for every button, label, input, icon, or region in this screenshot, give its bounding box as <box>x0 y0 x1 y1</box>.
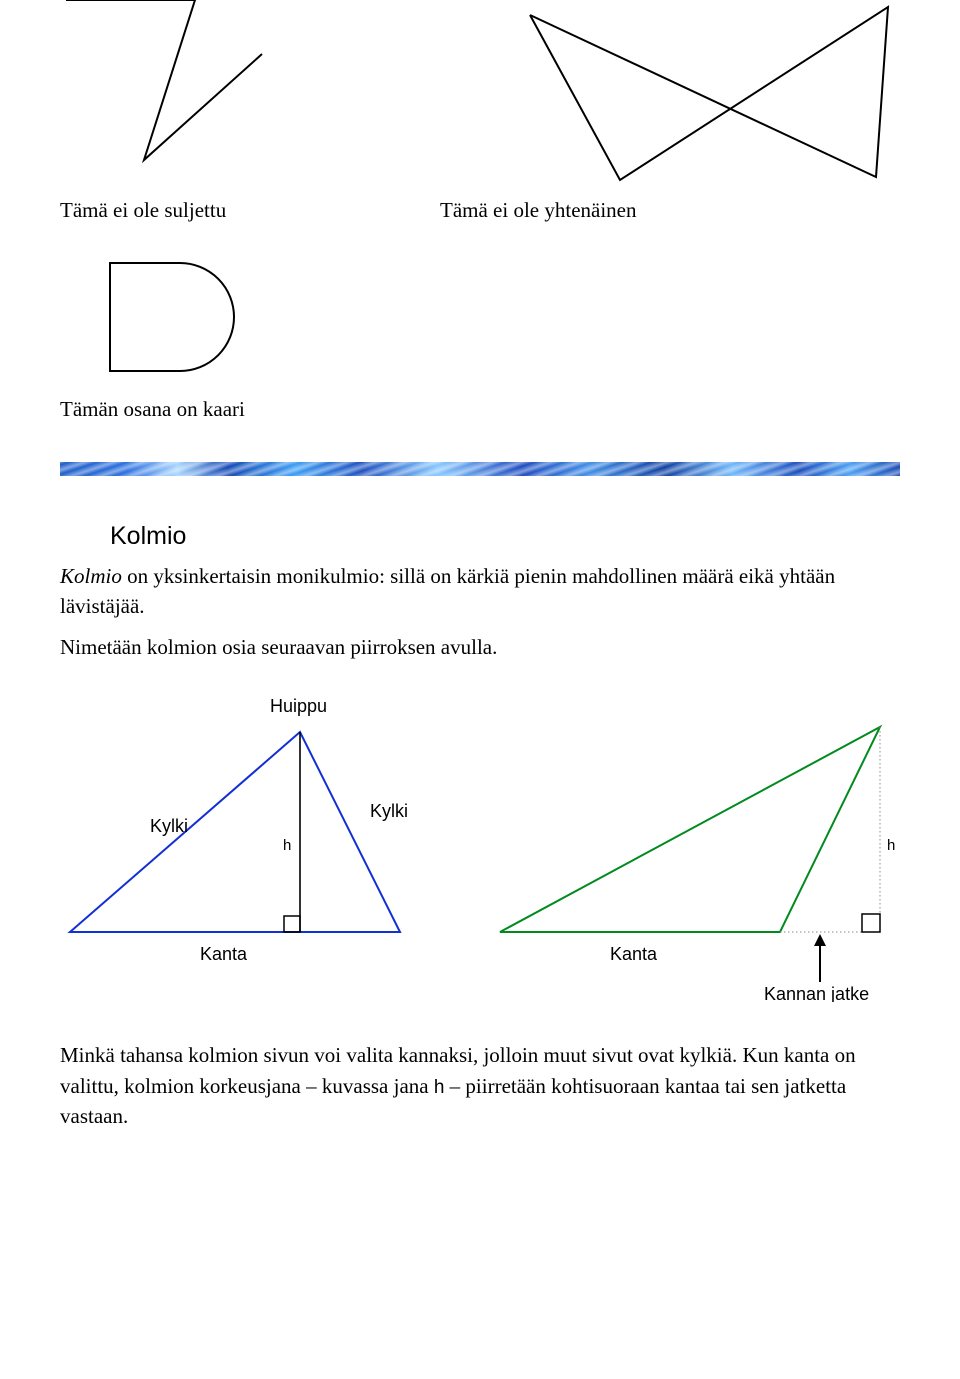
top-figures <box>0 0 960 190</box>
caption-not-closed: Tämä ei ole suljettu <box>60 198 440 223</box>
paragraph-naming: Nimetään kolmion osia seuraavan piirroks… <box>0 622 960 662</box>
d-shape <box>100 253 300 383</box>
paragraph-intro-rest: on yksinkertaisin monikulmio: sillä on k… <box>60 564 835 618</box>
label-huippu: Huippu <box>270 696 327 716</box>
paragraph-bottom: Minkä tahansa kolmion sivun voi valita k… <box>0 1002 960 1131</box>
label-kylki-right: Kylki <box>370 801 408 821</box>
blue-triangle <box>70 732 400 932</box>
section-divider <box>60 462 900 476</box>
term-kannaksi: kannaksi <box>398 1043 473 1067</box>
green-triangle <box>500 727 880 932</box>
paragraph-intro: Kolmio on yksinkertaisin monikulmio: sil… <box>0 551 960 622</box>
green-right-angle <box>862 914 880 932</box>
label-kannan-jatke: Kannan jatke <box>764 984 869 1002</box>
label-kylki-left: Kylki <box>150 816 188 836</box>
arrow-head <box>814 934 826 946</box>
blue-right-angle <box>284 916 300 932</box>
open-shape <box>66 0 262 160</box>
label-kanta-left: Kanta <box>200 944 248 964</box>
bottom-t1: Minkä tahansa kolmion sivun voi valita <box>60 1043 398 1067</box>
caption-not-continuous: Tämä ei ole yhtenäinen <box>440 198 900 223</box>
bowtie-shape <box>530 7 888 180</box>
label-h-left: h <box>283 837 291 854</box>
bottom-t2: , jolloin muut sivut ovat <box>473 1043 680 1067</box>
label-kanta-right: Kanta <box>610 944 658 964</box>
labeled-triangles: Huippu Kylki h Kylki Kanta h <box>0 682 960 1002</box>
label-h-right: h <box>887 837 895 854</box>
caption-has-arc: Tämän osana on kaari <box>0 383 960 422</box>
term-kylkia: kylkiä <box>679 1043 732 1067</box>
term-kolmio: Kolmio <box>60 564 122 588</box>
term-h: h <box>434 1077 445 1098</box>
heading-kolmio: Kolmio <box>0 476 960 551</box>
